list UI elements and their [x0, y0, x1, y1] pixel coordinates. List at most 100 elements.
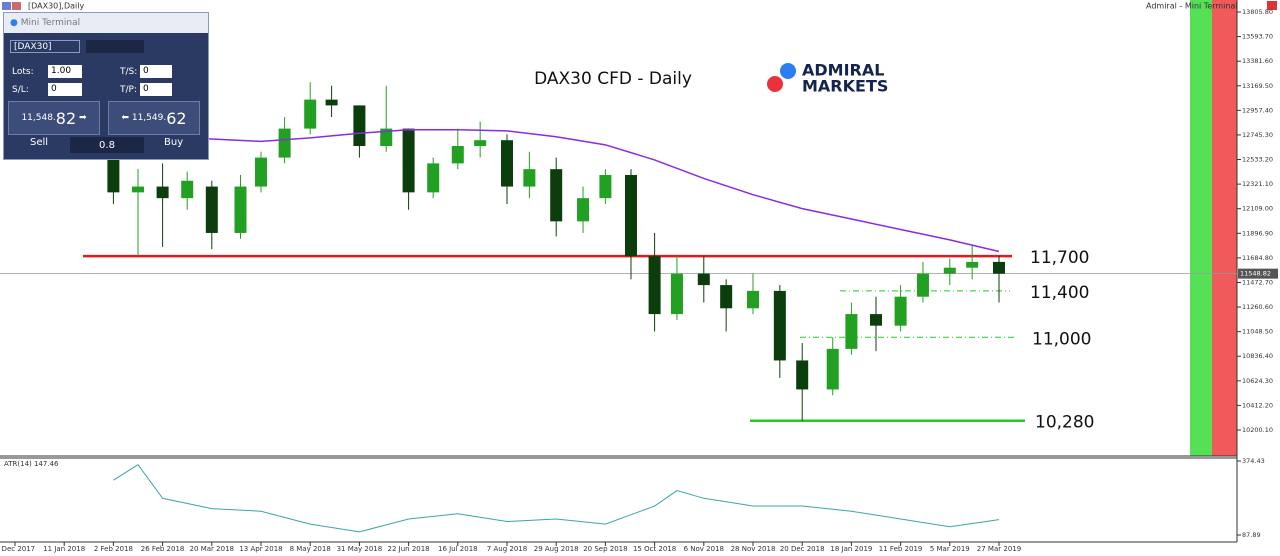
y-tick-label: 12109.00 [1242, 205, 1273, 213]
tp-input[interactable]: 0 [140, 83, 172, 96]
y-tick-label: 12957.40 [1242, 106, 1273, 114]
sell-label[interactable]: Sell [30, 137, 49, 148]
x-tick-label: 16 Jul 2018 [438, 545, 478, 553]
x-tick-label: 20 Mar 2018 [190, 545, 234, 553]
y-tick-label: 11684.80 [1242, 254, 1273, 262]
x-tick-label: 28 Nov 2018 [731, 545, 776, 553]
buy-button[interactable]: ⬅ 11,549. 62 [108, 101, 200, 135]
tp-label: T/P: [120, 84, 137, 95]
close-icon[interactable] [1267, 1, 1277, 10]
level-label: 11,700 [1030, 248, 1089, 268]
candle-body [205, 186, 218, 233]
candle-body [353, 105, 366, 146]
x-tick-label: 5 Dec 2017 [0, 545, 35, 553]
spread: 0.8 [70, 137, 144, 153]
y-tick-label: 10200.10 [1242, 426, 1273, 434]
terminal-title: Mini Terminal [20, 18, 81, 28]
candle-body [747, 290, 759, 309]
x-tick-label: 11 Jan 2018 [43, 545, 85, 553]
candle-body [380, 128, 393, 146]
y-tick-label: 12533.20 [1242, 156, 1273, 164]
candle-body [894, 296, 907, 326]
y-tick-label: 13169.50 [1242, 82, 1273, 90]
candle-body [402, 128, 415, 193]
x-tick-label: 26 Feb 2018 [141, 545, 185, 553]
ts-label: T/S: [120, 66, 138, 77]
indicator-line [113, 464, 1000, 533]
candle-body [670, 273, 683, 315]
buy-label[interactable]: Buy [164, 137, 184, 148]
window-title: [DAX30],Daily [28, 2, 84, 11]
sell-button[interactable]: 11,548. 82 ➡ [8, 101, 100, 135]
candle-body [278, 128, 291, 158]
candle-body [427, 163, 440, 193]
candle-body [550, 169, 563, 222]
x-tick-label: 5 Mar 2019 [930, 545, 970, 553]
y-tick-label: 13593.70 [1242, 33, 1273, 41]
x-tick-label: 20 Sep 2018 [583, 545, 627, 553]
x-tick-label: 29 Aug 2018 [534, 545, 579, 553]
window-icon [2, 2, 11, 10]
lots-input[interactable]: 1.00 [48, 65, 82, 78]
green-panel [1190, 0, 1212, 456]
sell-pips: 82 [55, 108, 77, 128]
candle-body [697, 273, 710, 286]
y-tick-label: 10836.40 [1242, 352, 1273, 360]
candle-body [523, 169, 536, 187]
level-label: 11,000 [1032, 329, 1091, 349]
red-panel [1212, 0, 1237, 456]
y-tick-label: 10624.30 [1242, 377, 1273, 385]
logo-text: MARKETS [802, 77, 888, 96]
candle-body [474, 140, 487, 146]
mini-terminal: ● Mini Terminal [DAX30] Lots: 1.00 T/S: 0 … [3, 12, 209, 160]
candle-body [916, 273, 929, 297]
y-tick-label: 12745.30 [1242, 131, 1273, 139]
candle-body [255, 157, 267, 187]
x-tick-label: 31 May 2018 [337, 545, 383, 553]
candle-body [156, 186, 169, 199]
indicator-label: ATR(14) 147.46 [4, 460, 59, 468]
y-tick-label: 13381.60 [1242, 57, 1273, 65]
chart-title: DAX30 CFD - Daily [534, 69, 692, 89]
current-price-label: 11548.82 [1240, 270, 1271, 278]
y-tick-label: 87.89 [1242, 531, 1261, 539]
symbol-field [86, 40, 144, 53]
candle-body [624, 174, 637, 257]
y-tick-label: 12321.10 [1242, 180, 1273, 188]
candle-body [870, 314, 882, 326]
x-tick-label: 27 Mar 2019 [977, 545, 1021, 553]
x-tick-label: 15 Oct 2018 [633, 545, 676, 553]
window-icon [12, 2, 21, 10]
candle-body [132, 186, 144, 193]
candle-body [304, 99, 317, 129]
y-tick-label: 11048.50 [1242, 328, 1273, 336]
terminal-titlebar: ● Mini Terminal [4, 13, 208, 33]
x-tick-label: 6 Nov 2018 [684, 545, 724, 553]
candle-body [845, 314, 858, 349]
x-tick-label: 18 Jan 2019 [830, 545, 872, 553]
sl-input[interactable]: 0 [48, 83, 82, 96]
logo-text: ADMIRAL [802, 61, 884, 80]
y-tick-label: 11472.70 [1242, 278, 1273, 286]
candle-body [577, 198, 590, 222]
candle-body [107, 157, 120, 193]
candle-body [181, 180, 194, 199]
y-tick-label: 10412.20 [1242, 401, 1273, 409]
lots-label: Lots: [12, 66, 34, 77]
y-tick-label: 374.43 [1242, 457, 1265, 465]
level-label: 10,280 [1035, 413, 1094, 433]
candle-body [325, 99, 338, 106]
candle-body [451, 145, 464, 164]
x-tick-label: 13 Apr 2018 [239, 545, 282, 553]
sell-price: 11,548. [21, 113, 56, 123]
symbol-select[interactable]: [DAX30] [10, 40, 80, 53]
x-tick-label: 7 Aug 2018 [487, 545, 527, 553]
ts-input[interactable]: 0 [140, 65, 172, 78]
x-tick-label: 20 Dec 2018 [780, 545, 825, 553]
x-tick-label: 22 Jun 2018 [388, 545, 430, 553]
candle-body [234, 186, 247, 233]
y-tick-label: 13805.80 [1242, 8, 1273, 16]
candle-body [966, 261, 979, 268]
